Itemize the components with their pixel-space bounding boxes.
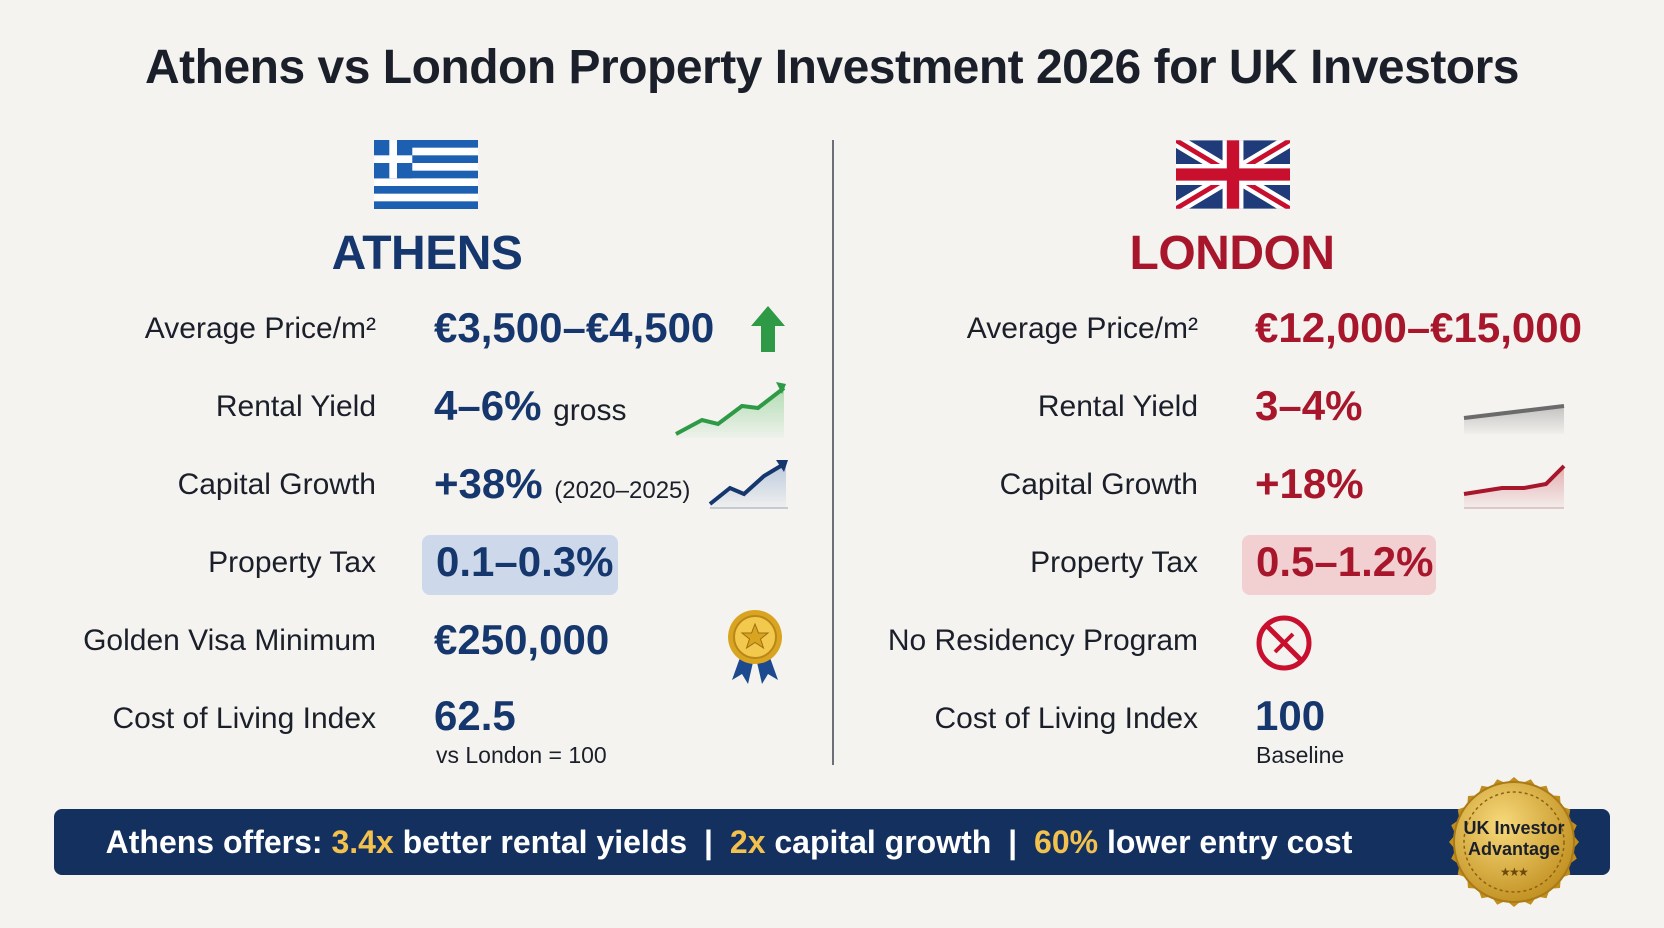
banner-text-3: lower entry cost <box>1106 824 1353 860</box>
athens-yield-suffix: gross <box>553 394 627 427</box>
uk-flag-icon <box>1176 140 1290 209</box>
rising-line-chart-icon <box>675 382 786 438</box>
summary-banner-text: Athens offers: 3.4x better rental yields… <box>54 809 1404 875</box>
slow-rise-chart-icon <box>1463 464 1566 509</box>
athens-col-note: vs London = 100 <box>436 742 607 768</box>
banner-text-2: capital growth <box>774 824 992 860</box>
athens-tax-value: 0.1–0.3% <box>436 538 614 585</box>
banner-highlight-1: 3.4x <box>331 824 394 860</box>
athens-yield-number: 4–6% <box>434 382 542 429</box>
athens-visa-label: Golden Visa Minimum <box>83 624 376 657</box>
seal-line-2: Advantage <box>1467 839 1561 859</box>
athens-growth-value: +38% (2020–2025) <box>434 460 690 508</box>
london-growth-value: +18% <box>1255 460 1364 507</box>
london-col-note: Baseline <box>1256 742 1345 768</box>
london-col-value: 100 <box>1255 692 1326 739</box>
london-col-label: Cost of Living Index <box>934 702 1198 735</box>
athens-col-value: 62.5 <box>434 692 516 739</box>
athens-yield-value: 4–6% gross <box>434 382 626 430</box>
svg-text:★: ★ <box>1518 865 1529 879</box>
athens-growth-suffix: (2020–2025) <box>554 477 691 504</box>
gold-medal-icon <box>728 610 782 684</box>
london-tax-label: Property Tax <box>1030 546 1198 579</box>
page-title: Athens vs London Property Investment 202… <box>145 41 1520 94</box>
seal-line-1: UK Investor <box>1463 818 1565 838</box>
athens-yield-label: Rental Yield <box>215 390 376 423</box>
banner-highlight-3: 60% <box>1034 824 1099 860</box>
athens-col-label: Cost of Living Index <box>112 702 376 735</box>
banner-text-1: better rental yields <box>402 824 688 860</box>
london-tax-value: 0.5–1.2% <box>1256 538 1434 585</box>
athens-price-value: €3,500–€4,500 <box>434 304 715 351</box>
banner-separator: | <box>1008 824 1018 860</box>
london-yield-value: 3–4% <box>1255 382 1363 429</box>
gold-seal-icon: ★ ★ ★ <box>1449 777 1579 907</box>
svg-text:★: ★ <box>1500 865 1511 879</box>
banner-highlight-2: 2x <box>729 824 766 860</box>
flat-line-chart-icon <box>1463 404 1565 434</box>
summary-banner <box>54 809 1610 875</box>
banner-prefix: Athens offers: <box>105 824 323 860</box>
london-yield-label: Rental Yield <box>1037 390 1198 423</box>
london-price-label: Average Price/m² <box>966 312 1198 345</box>
banner-separator: | <box>704 824 713 860</box>
athens-tax-label: Property Tax <box>208 546 376 579</box>
london-price-value: €12,000–€15,000 <box>1255 304 1582 351</box>
greece-flag-icon <box>374 140 478 209</box>
athens-price-label: Average Price/m² <box>144 312 376 345</box>
svg-text:★: ★ <box>1509 865 1520 879</box>
no-symbol-icon <box>1256 615 1312 671</box>
london-growth-label: Capital Growth <box>999 468 1198 501</box>
london-residency-label: No Residency Program <box>887 624 1198 657</box>
athens-tax-pill <box>422 535 618 595</box>
athens-visa-value: €250,000 <box>434 616 610 663</box>
up-arrow-icon <box>751 306 785 352</box>
athens-heading: ATHENS <box>331 227 523 280</box>
rising-line-chart-icon <box>708 460 788 509</box>
column-divider <box>832 140 834 765</box>
london-tax-pill <box>1242 535 1436 595</box>
athens-growth-label: Capital Growth <box>177 468 376 501</box>
athens-growth-number: +38% <box>434 460 543 507</box>
seal-label: UK Investor Advantage <box>1448 818 1580 860</box>
london-heading: LONDON <box>1129 227 1335 280</box>
